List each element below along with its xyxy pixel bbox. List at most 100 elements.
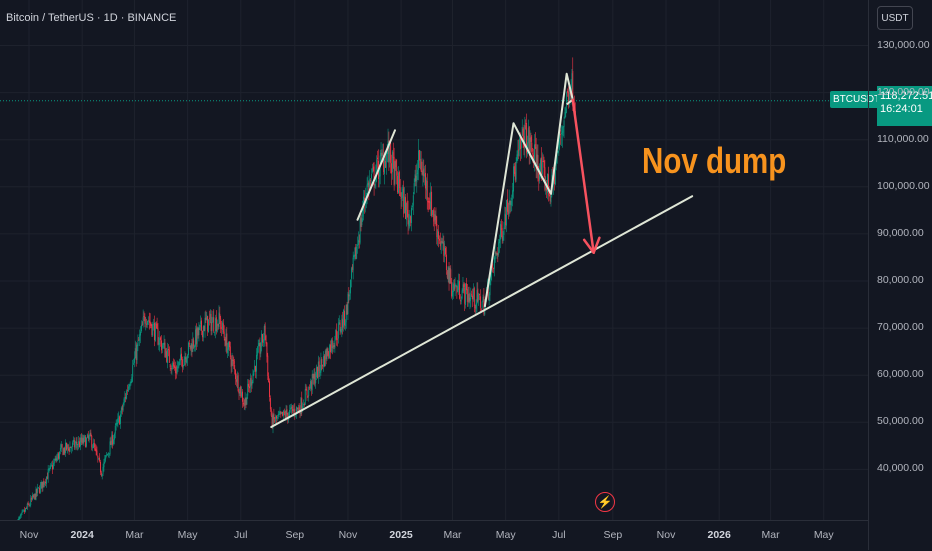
candle-body: [24, 510, 26, 513]
candle-body: [56, 457, 58, 461]
candle-body: [146, 323, 148, 325]
candle-body: [139, 334, 141, 341]
candle-body: [376, 159, 378, 174]
candle-body: [453, 282, 455, 291]
candle-body: [394, 161, 396, 184]
price-axis[interactable]: [868, 0, 932, 550]
candle-body: [138, 339, 140, 341]
candle-body: [81, 437, 83, 443]
candle-body: [182, 365, 184, 368]
candle-body: [329, 345, 331, 359]
candle-body: [291, 407, 293, 409]
candle-body: [192, 339, 194, 352]
candle-body: [408, 220, 410, 227]
candle-body: [63, 448, 65, 455]
candle-body: [335, 329, 337, 340]
candle-body: [92, 447, 94, 449]
candle-body: [438, 231, 440, 240]
candle-body: [30, 498, 32, 505]
candle-body: [256, 351, 258, 356]
lightning-bolt-icon[interactable]: ⚡: [595, 492, 615, 512]
candle-body: [298, 407, 300, 412]
candle-body: [198, 327, 200, 336]
candle-body: [100, 461, 101, 473]
candle-body: [84, 436, 86, 438]
candle-body: [121, 407, 123, 410]
candle-body: [438, 238, 440, 241]
candle-body: [220, 318, 222, 329]
candle-body: [244, 397, 246, 406]
candle-body: [332, 346, 334, 349]
candle-body: [275, 416, 277, 422]
candle-body: [59, 451, 60, 459]
candle-body: [482, 297, 484, 301]
candle-body: [361, 218, 363, 226]
time-axis[interactable]: [0, 520, 868, 551]
candle-body: [555, 163, 557, 166]
candle-body: [122, 405, 124, 411]
candle-body: [159, 338, 161, 344]
candle-body: [347, 293, 349, 315]
candle-body: [251, 381, 253, 386]
candle-body: [265, 335, 267, 344]
currency-button[interactable]: USDT: [877, 6, 913, 30]
candle-body: [312, 373, 314, 379]
candle-body: [181, 353, 182, 360]
candle-body: [76, 441, 78, 446]
candle-body: [258, 343, 260, 347]
candle-body: [153, 323, 155, 325]
candle-body: [204, 317, 206, 331]
candle-body: [205, 317, 207, 320]
candle-body: [414, 174, 416, 183]
candle-body: [19, 516, 21, 518]
candle-body: [304, 389, 306, 405]
candle-body: [82, 438, 84, 444]
chart-area[interactable]: Bitcoin / TetherUS · 1D · BINANCE Nov du…: [0, 0, 884, 550]
candle-body: [556, 152, 558, 164]
annotation-text[interactable]: Nov dump: [642, 140, 787, 181]
candle-body: [372, 167, 374, 169]
candle-body: [450, 269, 452, 283]
candle-body: [530, 136, 532, 142]
candlestick-chart[interactable]: [0, 0, 868, 520]
candle-body: [366, 184, 368, 197]
candle-body: [22, 510, 24, 512]
candle-body: [129, 384, 131, 387]
candle-body: [534, 144, 536, 148]
candle-body: [300, 398, 302, 415]
candle-body: [266, 342, 268, 357]
candle-body: [207, 316, 209, 332]
candle-body: [184, 357, 186, 360]
candle-body: [362, 210, 364, 217]
candle-body: [140, 331, 141, 336]
candle-body: [85, 437, 87, 448]
candle-body: [142, 317, 144, 326]
candle-body: [297, 407, 299, 411]
candle-body: [120, 414, 121, 424]
candle-body: [543, 160, 545, 168]
symbol-price-tag: BTCUSDT: [830, 91, 884, 108]
candle-body: [357, 244, 358, 246]
candle-body: [497, 252, 499, 256]
candle-body: [561, 130, 563, 136]
candle-body: [506, 200, 507, 226]
candle-body: [487, 284, 489, 300]
candle-body: [155, 323, 157, 325]
candle-body: [540, 159, 541, 173]
candle-body: [346, 304, 348, 315]
candle-body: [554, 170, 555, 184]
candle-body: [261, 333, 263, 348]
candle-body: [301, 397, 303, 410]
candle-body: [171, 368, 173, 370]
candle-body: [477, 288, 479, 302]
candle-body: [360, 217, 362, 227]
candle-body: [116, 423, 118, 425]
candle-body: [356, 246, 358, 259]
candle-body: [283, 410, 284, 416]
candle-body: [395, 159, 397, 168]
candle-body: [471, 294, 473, 296]
candle-body: [489, 280, 491, 296]
candle-body: [364, 197, 365, 203]
candle-body: [145, 323, 147, 325]
candle-body: [350, 279, 352, 294]
